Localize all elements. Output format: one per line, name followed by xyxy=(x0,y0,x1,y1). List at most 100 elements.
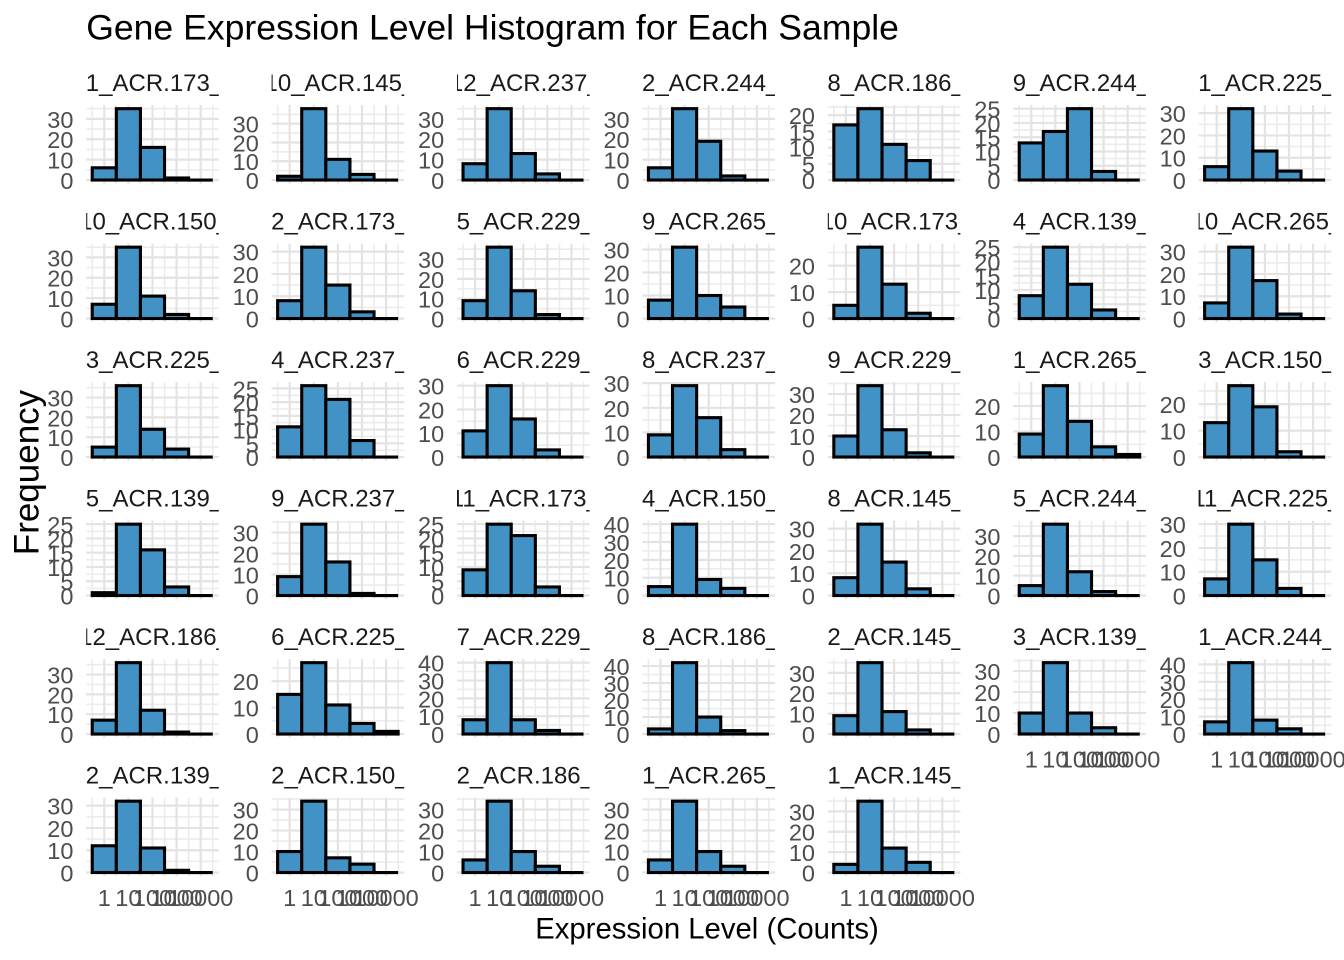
svg-text:20: 20 xyxy=(603,688,629,714)
svg-text:0: 0 xyxy=(246,168,259,194)
svg-text:20: 20 xyxy=(47,526,73,552)
svg-text:0: 0 xyxy=(617,722,630,748)
svg-text:10000: 10000 xyxy=(910,885,975,911)
svg-text:10: 10 xyxy=(789,702,815,728)
svg-text:9_ACR.244_: 9_ACR.244_ xyxy=(1013,70,1151,97)
svg-text:30: 30 xyxy=(418,247,444,273)
svg-text:10000: 10000 xyxy=(1280,746,1344,772)
svg-text:100: 100 xyxy=(1245,746,1284,772)
svg-text:30: 30 xyxy=(1160,670,1186,696)
svg-text:0: 0 xyxy=(60,584,73,610)
svg-text:20: 20 xyxy=(974,394,1000,420)
svg-text:12_ACR.237_: 12_ACR.237_ xyxy=(450,70,601,97)
svg-text:30: 30 xyxy=(974,524,1000,550)
svg-text:20: 20 xyxy=(789,403,815,429)
svg-text:10: 10 xyxy=(418,287,444,313)
svg-text:0: 0 xyxy=(60,445,73,471)
svg-text:20: 20 xyxy=(233,390,259,416)
svg-text:5: 5 xyxy=(802,152,815,178)
svg-text:1_ACR.173_: 1_ACR.173_ xyxy=(86,70,224,97)
svg-text:10: 10 xyxy=(1160,560,1186,586)
svg-text:30: 30 xyxy=(418,798,444,824)
svg-text:20: 20 xyxy=(974,111,1000,137)
svg-text:10: 10 xyxy=(233,563,259,589)
svg-text:0: 0 xyxy=(431,861,444,887)
svg-text:30: 30 xyxy=(1160,101,1186,127)
svg-text:20: 20 xyxy=(974,680,1000,706)
svg-text:0: 0 xyxy=(987,168,1000,194)
svg-text:Frequency: Frequency xyxy=(8,389,47,555)
svg-text:20: 20 xyxy=(789,103,815,129)
svg-text:4_ACR.150_: 4_ACR.150_ xyxy=(642,485,780,512)
svg-text:0: 0 xyxy=(617,445,630,471)
svg-text:30: 30 xyxy=(974,659,1000,685)
svg-text:10: 10 xyxy=(603,840,629,866)
svg-text:20: 20 xyxy=(1160,262,1186,288)
svg-text:0: 0 xyxy=(246,861,259,887)
svg-text:10: 10 xyxy=(974,564,1000,590)
svg-text:10000: 10000 xyxy=(1095,746,1160,772)
svg-text:0: 0 xyxy=(802,722,815,748)
svg-text:0: 0 xyxy=(246,584,259,610)
svg-text:0: 0 xyxy=(987,445,1000,471)
svg-text:20: 20 xyxy=(603,260,629,286)
svg-text:0: 0 xyxy=(802,445,815,471)
svg-text:0: 0 xyxy=(60,307,73,333)
svg-text:10: 10 xyxy=(47,838,73,864)
svg-text:20: 20 xyxy=(233,669,259,695)
svg-text:10: 10 xyxy=(418,148,444,174)
svg-text:1: 1 xyxy=(469,885,482,911)
svg-text:10: 10 xyxy=(603,420,629,446)
svg-text:20: 20 xyxy=(233,542,259,568)
svg-text:10: 10 xyxy=(233,418,259,444)
svg-text:20: 20 xyxy=(47,816,73,842)
svg-text:20: 20 xyxy=(47,127,73,153)
svg-text:20: 20 xyxy=(233,262,259,288)
svg-text:10: 10 xyxy=(233,696,259,722)
svg-text:5: 5 xyxy=(987,292,1000,318)
svg-text:10: 10 xyxy=(47,425,73,451)
svg-text:30: 30 xyxy=(418,668,444,694)
svg-text:25: 25 xyxy=(47,512,73,538)
svg-text:0: 0 xyxy=(431,584,444,610)
svg-text:8_ACR.237_: 8_ACR.237_ xyxy=(642,347,780,374)
svg-text:8_ACR.145_: 8_ACR.145_ xyxy=(827,485,965,512)
svg-text:10_ACR.173_: 10_ACR.173_ xyxy=(821,208,972,235)
svg-text:10: 10 xyxy=(418,704,444,730)
svg-text:1000: 1000 xyxy=(150,885,202,911)
svg-text:15: 15 xyxy=(233,404,259,430)
svg-text:10: 10 xyxy=(1160,284,1186,310)
svg-text:30: 30 xyxy=(789,799,815,825)
svg-text:0: 0 xyxy=(60,722,73,748)
svg-text:20: 20 xyxy=(1160,123,1186,149)
svg-text:20: 20 xyxy=(418,686,444,712)
svg-text:20: 20 xyxy=(789,820,815,846)
svg-text:1000: 1000 xyxy=(892,885,944,911)
svg-text:10: 10 xyxy=(974,420,1000,446)
svg-text:20: 20 xyxy=(418,819,444,845)
svg-text:20: 20 xyxy=(789,254,815,280)
svg-text:100: 100 xyxy=(133,885,172,911)
svg-text:10: 10 xyxy=(47,702,73,728)
svg-text:1: 1 xyxy=(1210,746,1223,772)
svg-text:10: 10 xyxy=(789,561,815,587)
svg-text:30: 30 xyxy=(233,112,259,138)
svg-text:1: 1 xyxy=(654,885,667,911)
svg-text:10: 10 xyxy=(789,424,815,450)
svg-text:10: 10 xyxy=(1160,146,1186,172)
svg-text:10: 10 xyxy=(603,705,629,731)
svg-text:2_ACR.145_: 2_ACR.145_ xyxy=(827,624,965,651)
svg-text:30: 30 xyxy=(418,374,444,400)
svg-text:0: 0 xyxy=(617,584,630,610)
svg-text:1_ACR.265_: 1_ACR.265_ xyxy=(1013,347,1151,374)
svg-text:3_ACR.225_: 3_ACR.225_ xyxy=(86,347,224,374)
svg-text:5: 5 xyxy=(246,431,259,457)
svg-text:15: 15 xyxy=(789,119,815,145)
svg-text:1: 1 xyxy=(1025,746,1038,772)
svg-text:10: 10 xyxy=(233,149,259,175)
svg-text:10: 10 xyxy=(789,136,815,162)
svg-text:30: 30 xyxy=(47,386,73,412)
svg-text:10: 10 xyxy=(603,148,629,174)
svg-text:10: 10 xyxy=(603,284,629,310)
svg-text:10: 10 xyxy=(789,840,815,866)
